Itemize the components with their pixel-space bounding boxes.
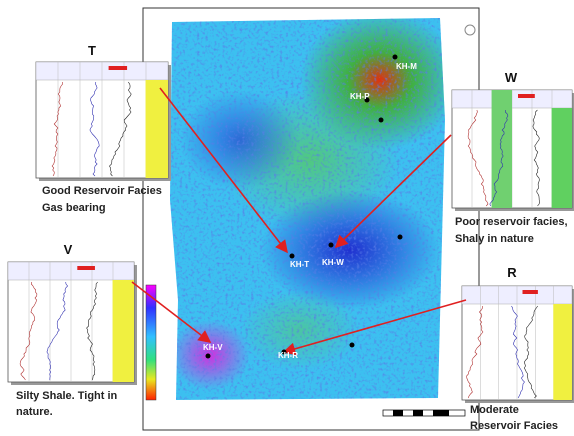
panel-caption: Reservoir Facies — [470, 420, 558, 432]
panel-caption: Silty Shale. Tight in — [16, 390, 118, 402]
panel-caption: nature. — [16, 406, 53, 418]
well-label: KH-W — [322, 258, 344, 267]
panel-caption: Shaly in nature — [455, 233, 534, 245]
log-part — [491, 90, 512, 208]
log-part — [51, 81, 63, 177]
panel-caption: Poor reservoir facies, — [455, 216, 568, 228]
map-surface — [170, 18, 445, 400]
log-part — [551, 108, 572, 208]
log-part — [46, 281, 68, 381]
well-dot — [205, 353, 211, 359]
well-label: KH-M — [396, 62, 417, 71]
panel-caption: Gas bearing — [42, 202, 106, 214]
well-dot — [392, 54, 398, 60]
well-dot — [364, 97, 370, 103]
log-part — [523, 305, 538, 399]
log-part — [86, 281, 98, 381]
arrow — [334, 134, 452, 249]
north-arrow — [464, 24, 476, 36]
log-part — [145, 80, 168, 178]
well-label: KH-V — [203, 343, 223, 352]
log-part — [466, 306, 484, 399]
wells: KH-M KH-P KH-T KH-W KH-V KH-R — [203, 54, 417, 360]
log-part — [109, 81, 132, 177]
arrow — [131, 281, 212, 343]
scale-bar — [382, 409, 466, 417]
log-part — [77, 266, 95, 270]
panel-title: T — [88, 43, 96, 58]
panel-caption: Good Reservoir Facies — [42, 185, 162, 197]
log-part — [467, 109, 489, 207]
well-dot — [378, 117, 384, 123]
log-panel — [461, 285, 574, 403]
arrows — [131, 87, 467, 356]
panel-caption: Moderate — [470, 404, 519, 416]
log-panel — [451, 89, 574, 211]
well-label: KH-T — [290, 260, 309, 269]
log-part — [532, 109, 540, 207]
colorbar — [145, 284, 157, 401]
log-part — [112, 280, 134, 382]
arrow — [159, 87, 288, 254]
log-part — [511, 305, 525, 399]
log-part — [19, 281, 38, 381]
well-dot — [397, 234, 403, 240]
log-part — [518, 94, 535, 98]
log-part — [489, 109, 509, 207]
arrow — [282, 299, 467, 356]
log-panel — [7, 261, 137, 385]
panel-title: R — [507, 265, 517, 280]
panel-title: W — [505, 70, 518, 85]
log-part — [553, 304, 572, 400]
panel-title: V — [64, 242, 73, 257]
log-panel — [35, 61, 171, 181]
well-dot — [349, 342, 355, 348]
well-label: KH-P — [350, 92, 370, 101]
well-label: KH-R — [278, 351, 298, 360]
well-dot — [281, 349, 287, 355]
well-dot — [328, 242, 334, 248]
log-part — [522, 290, 538, 294]
log-part — [108, 66, 128, 70]
well-dot — [289, 253, 295, 259]
log-part — [89, 81, 100, 177]
